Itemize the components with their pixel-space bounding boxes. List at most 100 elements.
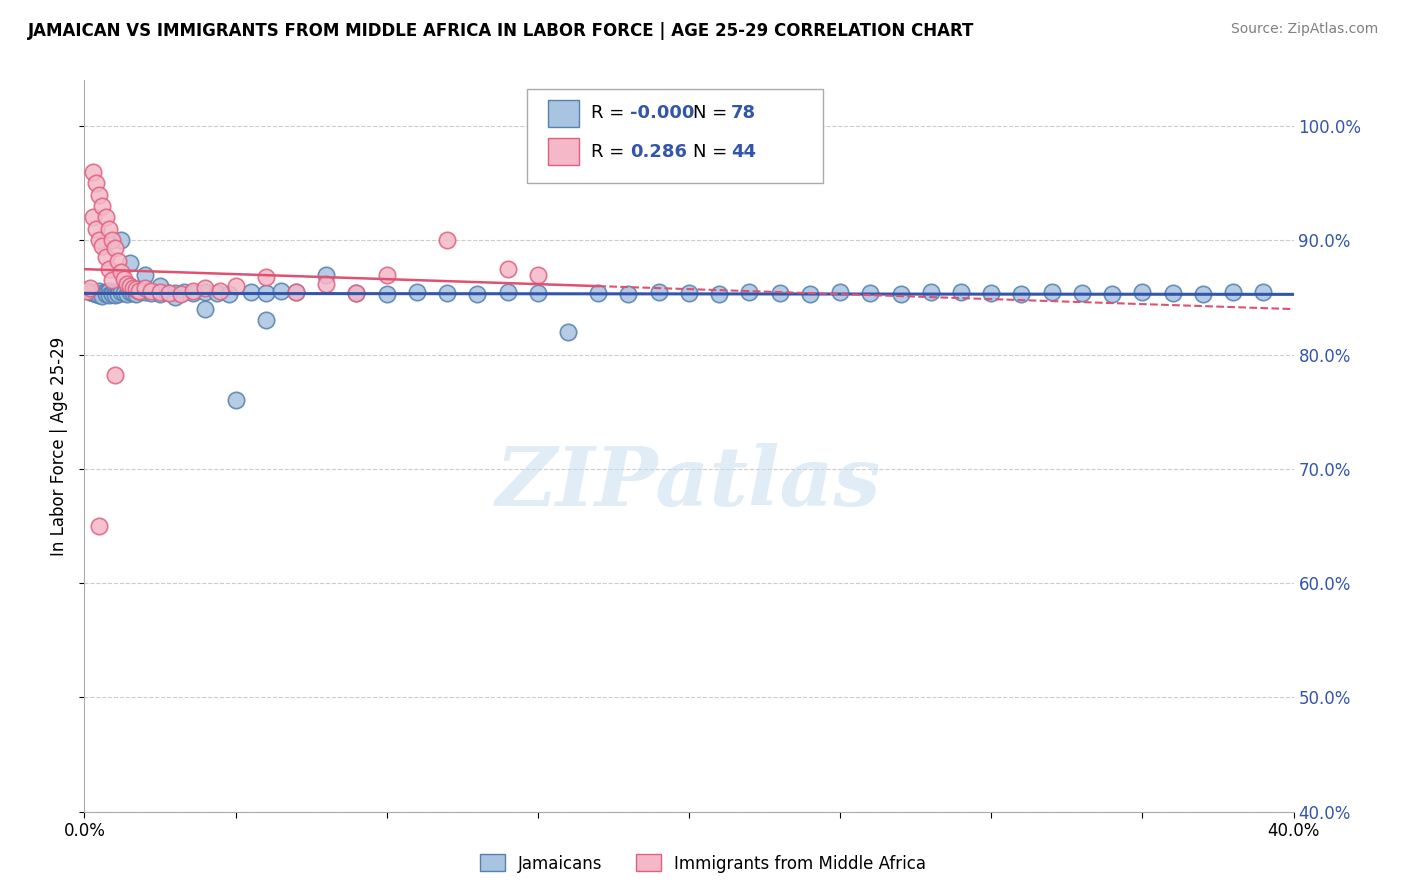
Point xyxy=(254,269,277,284)
Point xyxy=(1011,287,1033,301)
Point xyxy=(121,285,143,300)
Point xyxy=(134,268,156,282)
Point xyxy=(82,285,104,300)
Point xyxy=(1161,285,1184,300)
Point xyxy=(139,284,162,298)
Legend: Jamaicans, Immigrants from Middle Africa: Jamaicans, Immigrants from Middle Africa xyxy=(472,847,934,880)
Point xyxy=(1071,285,1094,300)
Text: N =: N = xyxy=(693,143,733,161)
Point xyxy=(86,176,108,190)
Text: 44: 44 xyxy=(731,143,756,161)
Point xyxy=(155,285,177,299)
Text: Source: ZipAtlas.com: Source: ZipAtlas.com xyxy=(1230,22,1378,37)
Point xyxy=(91,239,114,253)
Point xyxy=(104,241,127,255)
Point xyxy=(648,285,671,299)
Point xyxy=(270,284,292,298)
Point xyxy=(79,281,101,295)
Point xyxy=(115,277,138,291)
Point xyxy=(104,288,127,302)
Point xyxy=(125,287,148,301)
Point xyxy=(527,285,550,300)
Point xyxy=(89,233,111,247)
Point xyxy=(830,285,852,299)
Point xyxy=(79,285,101,299)
Point xyxy=(1222,285,1244,299)
Point xyxy=(100,233,122,247)
Point xyxy=(617,287,640,301)
Point xyxy=(738,285,761,299)
Point xyxy=(799,287,821,301)
Point xyxy=(104,368,127,383)
Text: ZIPatlas: ZIPatlas xyxy=(496,442,882,523)
Point xyxy=(139,285,162,300)
Point xyxy=(100,273,122,287)
Point xyxy=(315,268,337,282)
Point xyxy=(678,285,700,300)
Point xyxy=(100,285,122,300)
Point xyxy=(527,268,550,282)
Text: 78: 78 xyxy=(731,104,756,122)
Point xyxy=(1192,287,1215,301)
Point xyxy=(104,285,127,299)
Point xyxy=(128,284,150,298)
Point xyxy=(209,284,232,298)
Text: JAMAICAN VS IMMIGRANTS FROM MIDDLE AFRICA IN LABOR FORCE | AGE 25-29 CORRELATION: JAMAICAN VS IMMIGRANTS FROM MIDDLE AFRIC… xyxy=(28,22,974,40)
Point xyxy=(890,287,912,301)
Point xyxy=(112,285,135,300)
Point xyxy=(149,285,172,299)
Point xyxy=(406,285,429,299)
Point xyxy=(254,313,277,327)
Point xyxy=(100,287,122,301)
Point xyxy=(436,285,458,300)
Point xyxy=(86,287,108,301)
Point xyxy=(225,279,247,293)
Point xyxy=(86,222,108,236)
Point xyxy=(110,285,132,299)
Point xyxy=(76,284,98,298)
Point xyxy=(89,187,111,202)
Point xyxy=(557,325,579,339)
Point xyxy=(173,285,195,299)
Point xyxy=(121,281,143,295)
Point xyxy=(89,519,111,533)
Point xyxy=(94,287,117,301)
Point xyxy=(118,279,141,293)
Point xyxy=(1040,285,1063,299)
Point xyxy=(239,285,262,299)
Point xyxy=(107,253,129,268)
Point xyxy=(859,285,882,300)
Point xyxy=(254,285,277,300)
Point xyxy=(134,281,156,295)
Point xyxy=(128,284,150,298)
Point xyxy=(375,268,398,282)
Point xyxy=(1253,285,1275,299)
Point xyxy=(115,287,138,301)
Point xyxy=(110,233,132,247)
Point xyxy=(920,285,942,299)
Point xyxy=(91,199,114,213)
Point xyxy=(346,285,368,300)
Point xyxy=(110,265,132,279)
Point xyxy=(118,285,141,299)
Point xyxy=(91,289,114,303)
Point xyxy=(194,285,217,299)
Point xyxy=(980,285,1002,300)
Point xyxy=(165,290,187,304)
Point xyxy=(285,285,308,299)
Y-axis label: In Labor Force | Age 25-29: In Labor Force | Age 25-29 xyxy=(51,336,69,556)
Point xyxy=(218,287,240,301)
Point xyxy=(170,287,193,301)
Point xyxy=(112,272,135,286)
Point xyxy=(1130,285,1153,299)
Point xyxy=(157,285,180,300)
Point xyxy=(94,251,117,265)
Point xyxy=(315,277,337,291)
Point xyxy=(194,281,217,295)
Point xyxy=(496,285,519,299)
Point xyxy=(125,282,148,296)
Point xyxy=(709,287,731,301)
Point xyxy=(107,287,129,301)
Point xyxy=(89,288,111,302)
Point xyxy=(94,211,117,225)
